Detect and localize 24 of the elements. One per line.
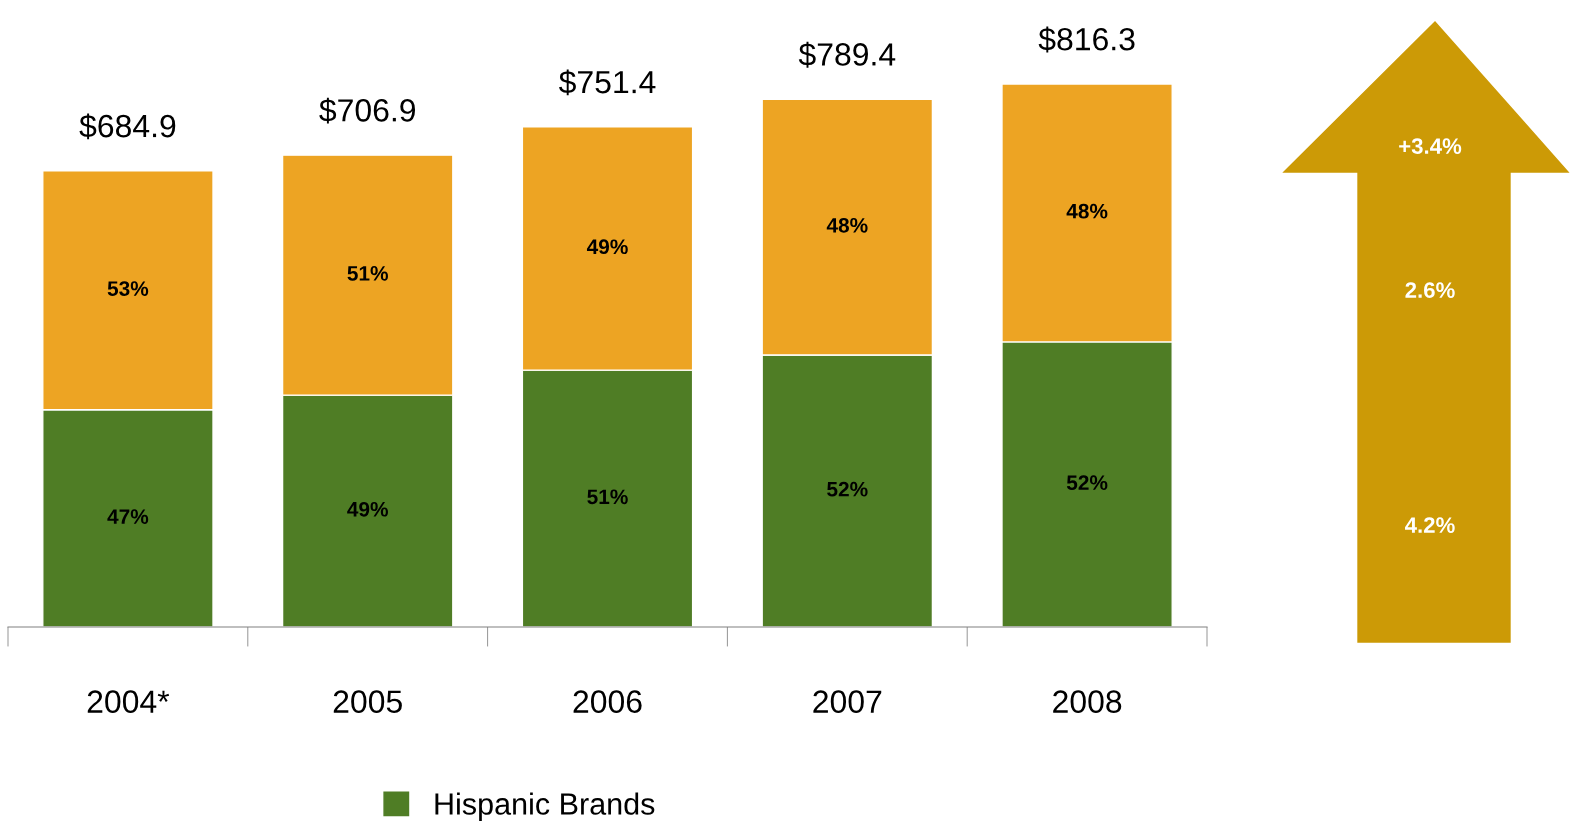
annotation: 52% [827,481,868,497]
annotation: 49% [347,501,388,517]
annotation: $684.9 [79,113,176,140]
x-tick-label: 2005 [333,690,402,713]
annotation: 51% [347,266,388,281]
annotation: 52% [1066,475,1108,491]
x-tick-label: 2004* [87,690,170,713]
text: +3.4% [1399,138,1462,154]
annotation: 47% [107,509,149,524]
annotation: 49% [586,239,628,255]
text: 2.6% [1405,282,1455,298]
x-tick-label: 2007 [813,690,882,713]
annotation: $751.4 [559,69,656,96]
text: $789.4 [798,41,896,68]
annotation: $706.9 [319,97,416,124]
x-tick-label: 2008 [1053,690,1122,713]
x-tick-label: 2006 [573,690,642,713]
legend-label: Hispanic Brands [435,792,655,821]
annotation: 48% [826,217,868,233]
text: $816.3 [1038,26,1135,53]
annotation: 51% [587,489,628,505]
annotation: 48% [1066,203,1108,219]
text: 4.2% [1405,517,1455,533]
annotation: 53% [107,281,149,296]
